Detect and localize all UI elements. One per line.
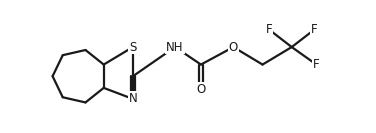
Text: NH: NH bbox=[166, 41, 184, 54]
Text: F: F bbox=[313, 58, 320, 71]
Text: N: N bbox=[129, 92, 137, 105]
Text: F: F bbox=[311, 23, 318, 36]
Text: O: O bbox=[196, 83, 206, 96]
Text: O: O bbox=[229, 41, 238, 54]
Text: S: S bbox=[129, 41, 136, 54]
Text: F: F bbox=[266, 23, 272, 36]
